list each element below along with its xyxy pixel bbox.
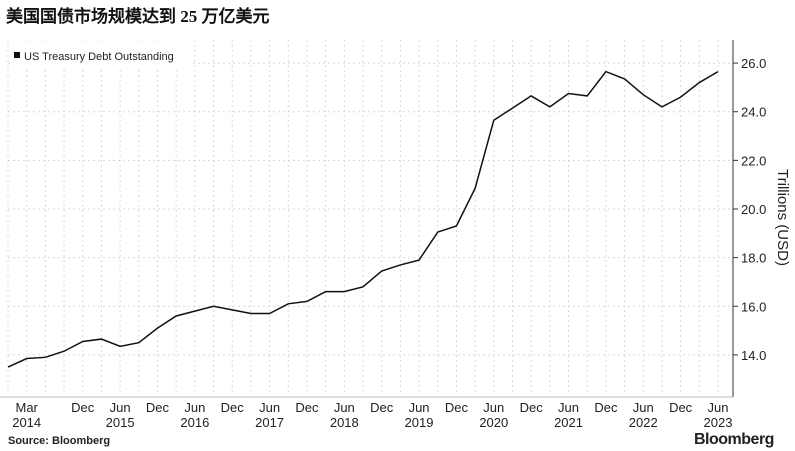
x-tick-label: Jun 2018	[330, 400, 359, 430]
x-tick-label-part: Dec	[370, 400, 394, 415]
x-tick-label-part: Dec	[71, 400, 95, 415]
x-tick-label-part: Mar	[15, 400, 38, 415]
x-tick-label-part: Jun	[708, 400, 729, 415]
x-tick-label: Jun 2020	[479, 400, 508, 430]
legend-box	[10, 41, 190, 69]
x-tick-label: Dec	[594, 400, 618, 415]
y-tick-label: 22.0	[741, 153, 766, 168]
x-tick-label: Jun 2023	[704, 400, 733, 430]
x-tick-label: Dec	[520, 400, 544, 415]
x-tick-label-part: 2018	[330, 415, 359, 430]
x-tick-label-part: 2022	[629, 415, 658, 430]
x-tick-label-part: Dec	[520, 400, 544, 415]
x-tick-label: Dec	[146, 400, 170, 415]
source: Source: Bloomberg	[8, 435, 110, 447]
x-tick-label: Mar 2014	[12, 400, 41, 430]
x-tick-label-part: 2019	[405, 415, 434, 430]
x-tick-label-part: Jun	[184, 400, 205, 415]
x-tick-label-part: Jun	[259, 400, 280, 415]
y-tick-label: 26.0	[741, 56, 766, 71]
x-tick-label: Jun 2019	[405, 400, 434, 430]
y-tick-label: 16.0	[741, 299, 766, 314]
x-tick-label-part: Dec	[221, 400, 245, 415]
legend-swatch	[14, 52, 20, 58]
x-tick-label-part: 2021	[554, 415, 583, 430]
x-tick-label-part: Jun	[483, 400, 504, 415]
x-tick-label-part: Dec	[445, 400, 469, 415]
x-tick-label: Dec	[295, 400, 319, 415]
x-tick-label-part: Jun	[633, 400, 654, 415]
y-tick-label: 24.0	[741, 105, 766, 120]
x-tick-label: Dec	[669, 400, 693, 415]
x-tick-label-part: 2015	[106, 415, 135, 430]
x-tick-label: Jun 2021	[554, 400, 583, 430]
legend-label: US Treasury Debt Outstanding	[24, 51, 174, 63]
x-tick-label: Dec	[445, 400, 469, 415]
x-tick-label: Jun 2016	[180, 400, 209, 430]
x-tick-label: Jun 2017	[255, 400, 284, 430]
x-tick-label: Jun 2022	[629, 400, 658, 430]
x-tick-label-part: 2023	[704, 415, 733, 430]
x-tick-label-part: 2020	[479, 415, 508, 430]
chart-title: 美国国债市场规模达到 25 万亿美元	[6, 6, 270, 26]
x-tick-label-part: Dec	[146, 400, 170, 415]
x-tick-label-part: Jun	[334, 400, 355, 415]
x-tick-label-part: Jun	[409, 400, 430, 415]
x-tick-label-part: Dec	[594, 400, 618, 415]
x-tick-label-part: Jun	[558, 400, 579, 415]
y-tick-label: 18.0	[741, 251, 766, 266]
x-tick-label-part: Dec	[295, 400, 319, 415]
x-tick-label-part: 2016	[180, 415, 209, 430]
y-tick-label: 14.0	[741, 348, 766, 363]
x-tick-label-part: Dec	[669, 400, 693, 415]
y-tick-label: 20.0	[741, 202, 766, 217]
x-tick-label-part: 2014	[12, 415, 41, 430]
x-tick-label: Dec	[221, 400, 245, 415]
x-tick-label-part: Jun	[110, 400, 131, 415]
y-axis-label: Trillions (USD)	[774, 169, 791, 266]
x-tick-label: Jun 2015	[106, 400, 135, 430]
line	[7, 70, 719, 368]
x-tick-label: Dec	[71, 400, 95, 415]
brand: Bloomberg	[694, 431, 774, 448]
x-tick-label: Dec	[370, 400, 394, 415]
x-tick-label-part: 2017	[255, 415, 284, 430]
